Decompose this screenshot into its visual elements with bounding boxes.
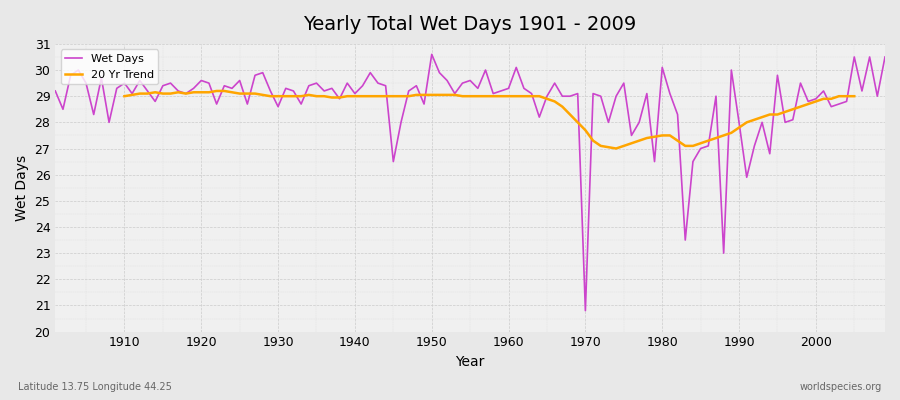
20 Yr Trend [119,94,130,98]
20 Yr Trend [442,92,453,97]
Wet Days [50,88,60,93]
20 Yr Trend [849,94,859,98]
Wet Days [611,94,622,98]
Wet Days [112,86,122,91]
X-axis label: Year: Year [455,355,485,369]
Wet Days [879,54,890,59]
Title: Yearly Total Wet Days 1901 - 2009: Yearly Total Wet Days 1901 - 2009 [303,15,637,34]
Wet Days [281,86,292,91]
Wet Days [327,86,338,91]
Wet Days [511,65,522,70]
20 Yr Trend [212,88,222,93]
Wet Days [580,308,590,313]
20 Yr Trend [334,95,345,100]
20 Yr Trend [496,94,507,98]
Wet Days [503,86,514,91]
Text: worldspecies.org: worldspecies.org [800,382,882,392]
Line: 20 Yr Trend: 20 Yr Trend [124,91,854,148]
Legend: Wet Days, 20 Yr Trend: Wet Days, 20 Yr Trend [61,50,158,84]
20 Yr Trend [803,102,814,106]
Wet Days [427,52,437,57]
Text: Latitude 13.75 Longitude 44.25: Latitude 13.75 Longitude 44.25 [18,382,172,392]
Line: Wet Days: Wet Days [55,54,885,311]
Y-axis label: Wet Days: Wet Days [15,155,29,221]
20 Yr Trend [518,94,529,98]
20 Yr Trend [611,146,622,151]
20 Yr Trend [227,90,238,95]
